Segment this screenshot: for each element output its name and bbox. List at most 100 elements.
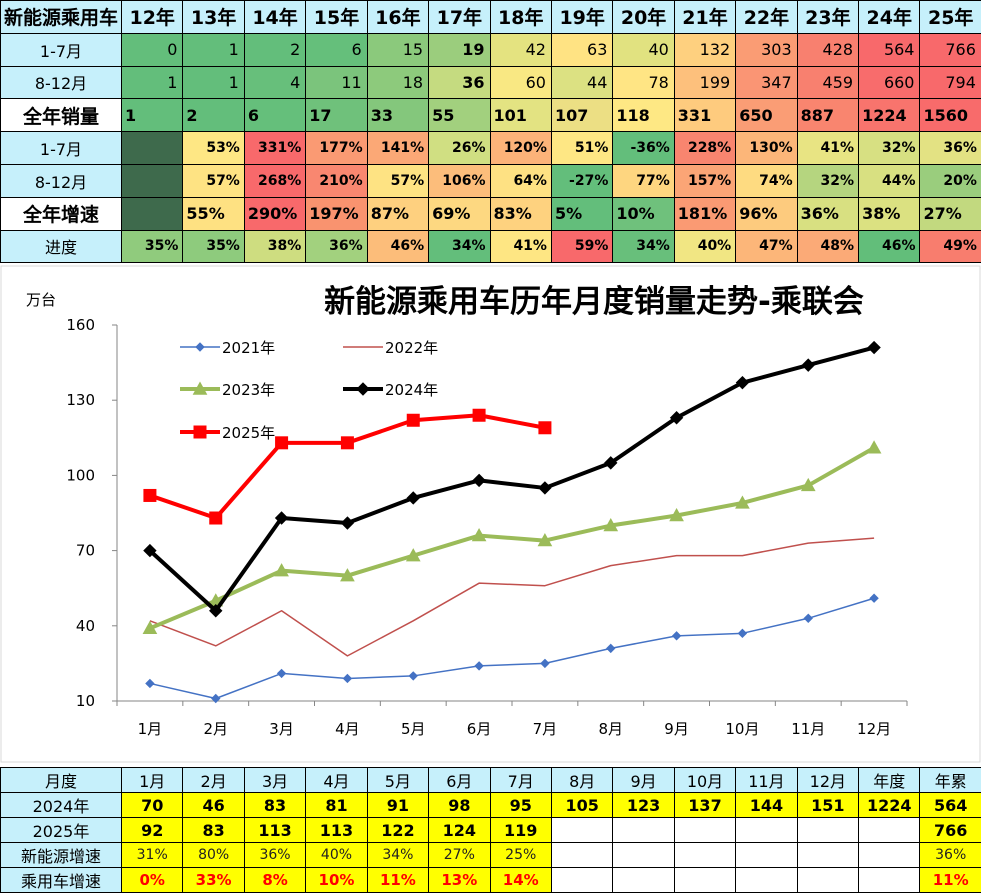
table-cell: 2 [183, 99, 244, 132]
month-header: 4月 [306, 768, 367, 793]
x-tick-label: 11月 [791, 720, 825, 738]
x-tick-label: 5月 [401, 720, 426, 738]
data-point [341, 517, 353, 529]
legend-marker [196, 343, 204, 351]
table-cell: 77% [613, 164, 674, 197]
table-cell: 8% [244, 868, 305, 893]
table-cell: 107 [551, 99, 612, 132]
data-point [341, 437, 353, 449]
table-cell: 46% [859, 230, 920, 263]
table-cell [122, 197, 183, 230]
table-cell: 46% [367, 230, 428, 263]
table-cell: 40% [674, 230, 735, 263]
data-point [738, 629, 746, 637]
table-cell [797, 868, 858, 893]
table-cell: 98 [429, 793, 490, 818]
table-cell: 53% [183, 132, 244, 165]
x-tick-label: 7月 [533, 720, 558, 738]
data-point [210, 512, 222, 524]
table-cell: 5% [551, 197, 612, 230]
table-cell: 124 [429, 818, 490, 843]
table-cell: 34% [367, 843, 428, 868]
legend-label: 2022年 [385, 339, 438, 357]
table-cell [736, 818, 797, 843]
table-cell: 0 [122, 33, 183, 66]
year-header: 17年 [429, 1, 490, 34]
year-header: 14年 [244, 1, 305, 34]
year-header: 12年 [122, 1, 183, 34]
table-cell: 20% [920, 164, 981, 197]
table-cell: 794 [920, 66, 981, 99]
table-cell: 887 [797, 99, 858, 132]
x-tick-label: 6月 [467, 720, 492, 738]
table-cell: 1 [183, 33, 244, 66]
table-cell: 40 [613, 33, 674, 66]
table-cell: 13% [429, 868, 490, 893]
table-cell: 11 [306, 66, 367, 99]
table-cell: 41% [490, 230, 551, 263]
year-header: 24年 [859, 1, 920, 34]
legend-label: 2023年 [222, 381, 275, 399]
row-label: 2024年 [1, 793, 122, 818]
table-cell: 36% [920, 843, 981, 868]
table-cell: 25% [490, 843, 551, 868]
table-cell [613, 818, 674, 843]
table-cell: 120% [490, 132, 551, 165]
table-cell: 106% [429, 164, 490, 197]
table-cell: 660 [859, 66, 920, 99]
table-cell [797, 843, 858, 868]
table-cell: 1224 [859, 99, 920, 132]
data-point [343, 674, 351, 682]
table-cell: 92 [122, 818, 183, 843]
table-cell: 303 [736, 33, 797, 66]
x-tick-label: 8月 [598, 720, 623, 738]
year-header: 22年 [736, 1, 797, 34]
table-cell: 51% [551, 132, 612, 165]
table-cell: 47% [736, 230, 797, 263]
table-cell: 17 [306, 99, 367, 132]
data-point [146, 679, 154, 687]
data-point [473, 474, 485, 486]
table-corner-label: 新能源乘用车 [1, 1, 122, 34]
table-cell: 40% [306, 843, 367, 868]
table-cell: 34% [613, 230, 674, 263]
table-cell: 80% [183, 843, 244, 868]
data-point [475, 662, 483, 670]
year-header: 16年 [367, 1, 428, 34]
table-cell: 57% [183, 164, 244, 197]
y-tick-label: 40 [76, 617, 95, 635]
data-point [870, 594, 878, 602]
month-header: 2月 [183, 768, 244, 793]
row-label: 新能源增速 [1, 843, 122, 868]
table-cell: 83 [244, 793, 305, 818]
table-cell: 331 [674, 99, 735, 132]
table-cell: 137 [674, 793, 735, 818]
row-label: 8-12月 [1, 66, 122, 99]
table-cell: 6 [244, 99, 305, 132]
table-cell: 428 [797, 33, 858, 66]
table-cell: 59% [551, 230, 612, 263]
table-cell: 118 [613, 99, 674, 132]
month-header: 10月 [674, 768, 735, 793]
table-cell: 290% [244, 197, 305, 230]
month-header: 12月 [797, 768, 858, 793]
table-cell: 96% [736, 197, 797, 230]
row-label: 1-7月 [1, 132, 122, 165]
table-cell: 36% [797, 197, 858, 230]
table-cell: 36% [306, 230, 367, 263]
data-point [804, 614, 812, 622]
month-header: 年度 [859, 768, 920, 793]
y-tick-label: 70 [76, 542, 95, 560]
row-label: 全年销量 [1, 99, 122, 132]
table-cell: 141% [367, 132, 428, 165]
data-point [802, 359, 814, 371]
table-cell [613, 843, 674, 868]
table-cell: 42 [490, 33, 551, 66]
